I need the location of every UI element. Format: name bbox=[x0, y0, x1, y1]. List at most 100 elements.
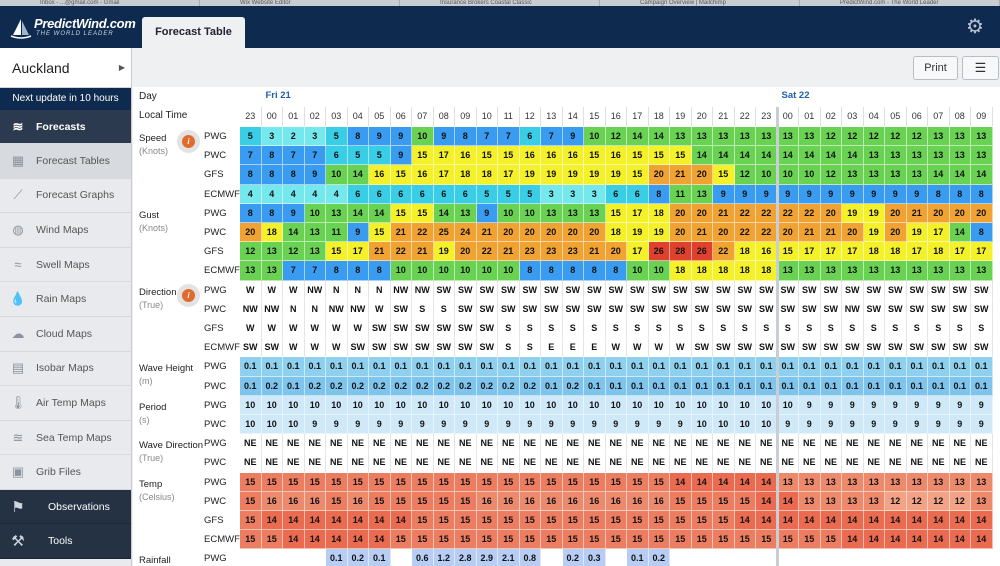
forecast-cell[interactable]: 15 bbox=[648, 472, 670, 492]
forecast-cell[interactable]: SW bbox=[820, 280, 842, 300]
forecast-cell[interactable]: NE bbox=[777, 434, 799, 454]
forecast-cell[interactable]: W bbox=[283, 338, 305, 358]
forecast-cell[interactable]: SW bbox=[240, 338, 262, 358]
forecast-cell[interactable]: 0.1 bbox=[541, 376, 563, 396]
forecast-cell[interactable]: 20 bbox=[691, 165, 713, 185]
forecast-cell[interactable]: 10 bbox=[605, 395, 627, 415]
forecast-cell[interactable]: SW bbox=[562, 299, 584, 319]
forecast-cell[interactable]: 18 bbox=[605, 223, 627, 243]
forecast-cell[interactable]: 9 bbox=[347, 415, 369, 435]
forecast-cell[interactable]: 10 bbox=[433, 395, 455, 415]
forecast-cell[interactable]: 14 bbox=[885, 530, 907, 550]
forecast-cell[interactable]: 15 bbox=[670, 146, 692, 166]
forecast-cell[interactable] bbox=[713, 549, 735, 566]
forecast-cell[interactable]: 4 bbox=[283, 184, 305, 204]
forecast-cell[interactable]: 21 bbox=[799, 223, 821, 243]
forecast-cell[interactable]: W bbox=[261, 319, 283, 339]
sidebar-item-swell-maps[interactable]: ≈ Swell Maps bbox=[0, 248, 131, 283]
forecast-cell[interactable]: 14 bbox=[949, 223, 971, 243]
forecast-cell[interactable]: S bbox=[906, 319, 928, 339]
forecast-cell[interactable]: SW bbox=[648, 299, 670, 319]
sidebar-item-sea-temp-maps[interactable]: ≊ Sea Temp Maps bbox=[0, 421, 131, 456]
forecast-cell[interactable]: 16 bbox=[498, 491, 520, 511]
forecast-cell[interactable]: W bbox=[283, 319, 305, 339]
forecast-cell[interactable]: 0.1 bbox=[261, 357, 283, 377]
forecast-cell[interactable]: 7 bbox=[304, 146, 326, 166]
forecast-cell[interactable]: 0.1 bbox=[326, 549, 348, 566]
forecast-cell[interactable]: 0.1 bbox=[283, 357, 305, 377]
forecast-cell[interactable]: SW bbox=[584, 280, 606, 300]
forecast-cell[interactable]: 19 bbox=[519, 165, 541, 185]
forecast-cell[interactable]: 14 bbox=[906, 530, 928, 550]
forecast-cell[interactable]: NE bbox=[541, 434, 563, 454]
forecast-cell[interactable]: 9 bbox=[476, 203, 498, 223]
forecast-cell[interactable]: 21 bbox=[820, 223, 842, 243]
forecast-cell[interactable]: 7 bbox=[304, 261, 326, 281]
forecast-cell[interactable]: 22 bbox=[756, 203, 778, 223]
forecast-cell[interactable]: 10 bbox=[713, 415, 735, 435]
forecast-cell[interactable]: 12 bbox=[605, 127, 627, 147]
forecast-cell[interactable]: SW bbox=[734, 299, 756, 319]
forecast-cell[interactable]: 18 bbox=[691, 261, 713, 281]
forecast-cell[interactable]: 9 bbox=[412, 415, 434, 435]
forecast-cell[interactable]: 16 bbox=[584, 491, 606, 511]
forecast-cell[interactable]: 15 bbox=[476, 511, 498, 531]
forecast-cell[interactable]: SW bbox=[390, 338, 412, 358]
forecast-cell[interactable]: 13 bbox=[261, 261, 283, 281]
forecast-cell[interactable]: 26 bbox=[691, 242, 713, 262]
forecast-cell[interactable]: 15 bbox=[605, 472, 627, 492]
forecast-cell[interactable]: 1.2 bbox=[433, 549, 455, 566]
forecast-cell[interactable]: 13 bbox=[584, 203, 606, 223]
forecast-cell[interactable]: SW bbox=[455, 319, 477, 339]
forecast-cell[interactable]: 10 bbox=[519, 395, 541, 415]
forecast-cell[interactable]: 13 bbox=[670, 127, 692, 147]
forecast-cell[interactable]: 15 bbox=[498, 472, 520, 492]
forecast-cell[interactable]: NE bbox=[455, 453, 477, 473]
forecast-cell[interactable]: 0.1 bbox=[627, 549, 649, 566]
sidebar-item-rain-maps[interactable]: 💧 Rain Maps bbox=[0, 282, 131, 317]
forecast-cell[interactable]: 8 bbox=[347, 127, 369, 147]
forecast-cell[interactable]: 14 bbox=[283, 511, 305, 531]
forecast-cell[interactable]: 10 bbox=[691, 415, 713, 435]
forecast-cell[interactable]: 15 bbox=[605, 530, 627, 550]
forecast-cell[interactable]: 19 bbox=[433, 242, 455, 262]
forecast-cell[interactable]: 15 bbox=[756, 530, 778, 550]
forecast-cell[interactable]: 0.1 bbox=[906, 357, 928, 377]
forecast-cell[interactable]: 12 bbox=[906, 127, 928, 147]
forecast-cell[interactable]: 10 bbox=[412, 395, 434, 415]
forecast-cell[interactable] bbox=[305, 549, 326, 566]
forecast-cell[interactable]: NE bbox=[799, 434, 821, 454]
forecast-cell[interactable]: SW bbox=[369, 338, 391, 358]
forecast-cell[interactable]: S bbox=[670, 319, 692, 339]
forecast-cell[interactable]: 9 bbox=[842, 395, 864, 415]
forecast-cell[interactable]: 21 bbox=[584, 242, 606, 262]
forecast-cell[interactable]: 16 bbox=[476, 491, 498, 511]
forecast-cell[interactable]: 9 bbox=[283, 203, 305, 223]
forecast-cell[interactable]: 14 bbox=[863, 530, 885, 550]
forecast-cell[interactable]: 15 bbox=[777, 242, 799, 262]
forecast-cell[interactable]: 13 bbox=[906, 472, 928, 492]
forecast-cell[interactable]: 15 bbox=[390, 530, 412, 550]
forecast-cell[interactable]: 15 bbox=[412, 146, 434, 166]
forecast-cell[interactable]: 8 bbox=[261, 165, 283, 185]
forecast-cell[interactable]: E bbox=[562, 338, 584, 358]
forecast-cell[interactable]: 3 bbox=[261, 127, 283, 147]
forecast-cell[interactable]: 9 bbox=[906, 395, 928, 415]
forecast-cell[interactable]: 16 bbox=[648, 491, 670, 511]
forecast-cell[interactable]: 8 bbox=[949, 184, 971, 204]
forecast-cell[interactable]: N bbox=[347, 280, 369, 300]
forecast-cell[interactable]: 10 bbox=[476, 395, 498, 415]
forecast-cell[interactable]: 12 bbox=[240, 242, 262, 262]
forecast-cell[interactable]: 10 bbox=[627, 261, 649, 281]
forecast-cell[interactable]: NE bbox=[928, 434, 950, 454]
forecast-cell[interactable]: 23 bbox=[541, 242, 563, 262]
forecast-cell[interactable]: 0.1 bbox=[369, 549, 391, 566]
forecast-cell[interactable]: 8 bbox=[584, 261, 606, 281]
forecast-cell[interactable]: SW bbox=[842, 338, 864, 358]
forecast-cell[interactable]: NW bbox=[304, 280, 326, 300]
forecast-cell[interactable]: SW bbox=[412, 319, 434, 339]
forecast-cell[interactable]: 10 bbox=[455, 261, 477, 281]
forecast-cell[interactable]: 10 bbox=[326, 395, 348, 415]
forecast-cell[interactable]: 21 bbox=[713, 203, 735, 223]
forecast-cell[interactable]: 0.1 bbox=[347, 357, 369, 377]
